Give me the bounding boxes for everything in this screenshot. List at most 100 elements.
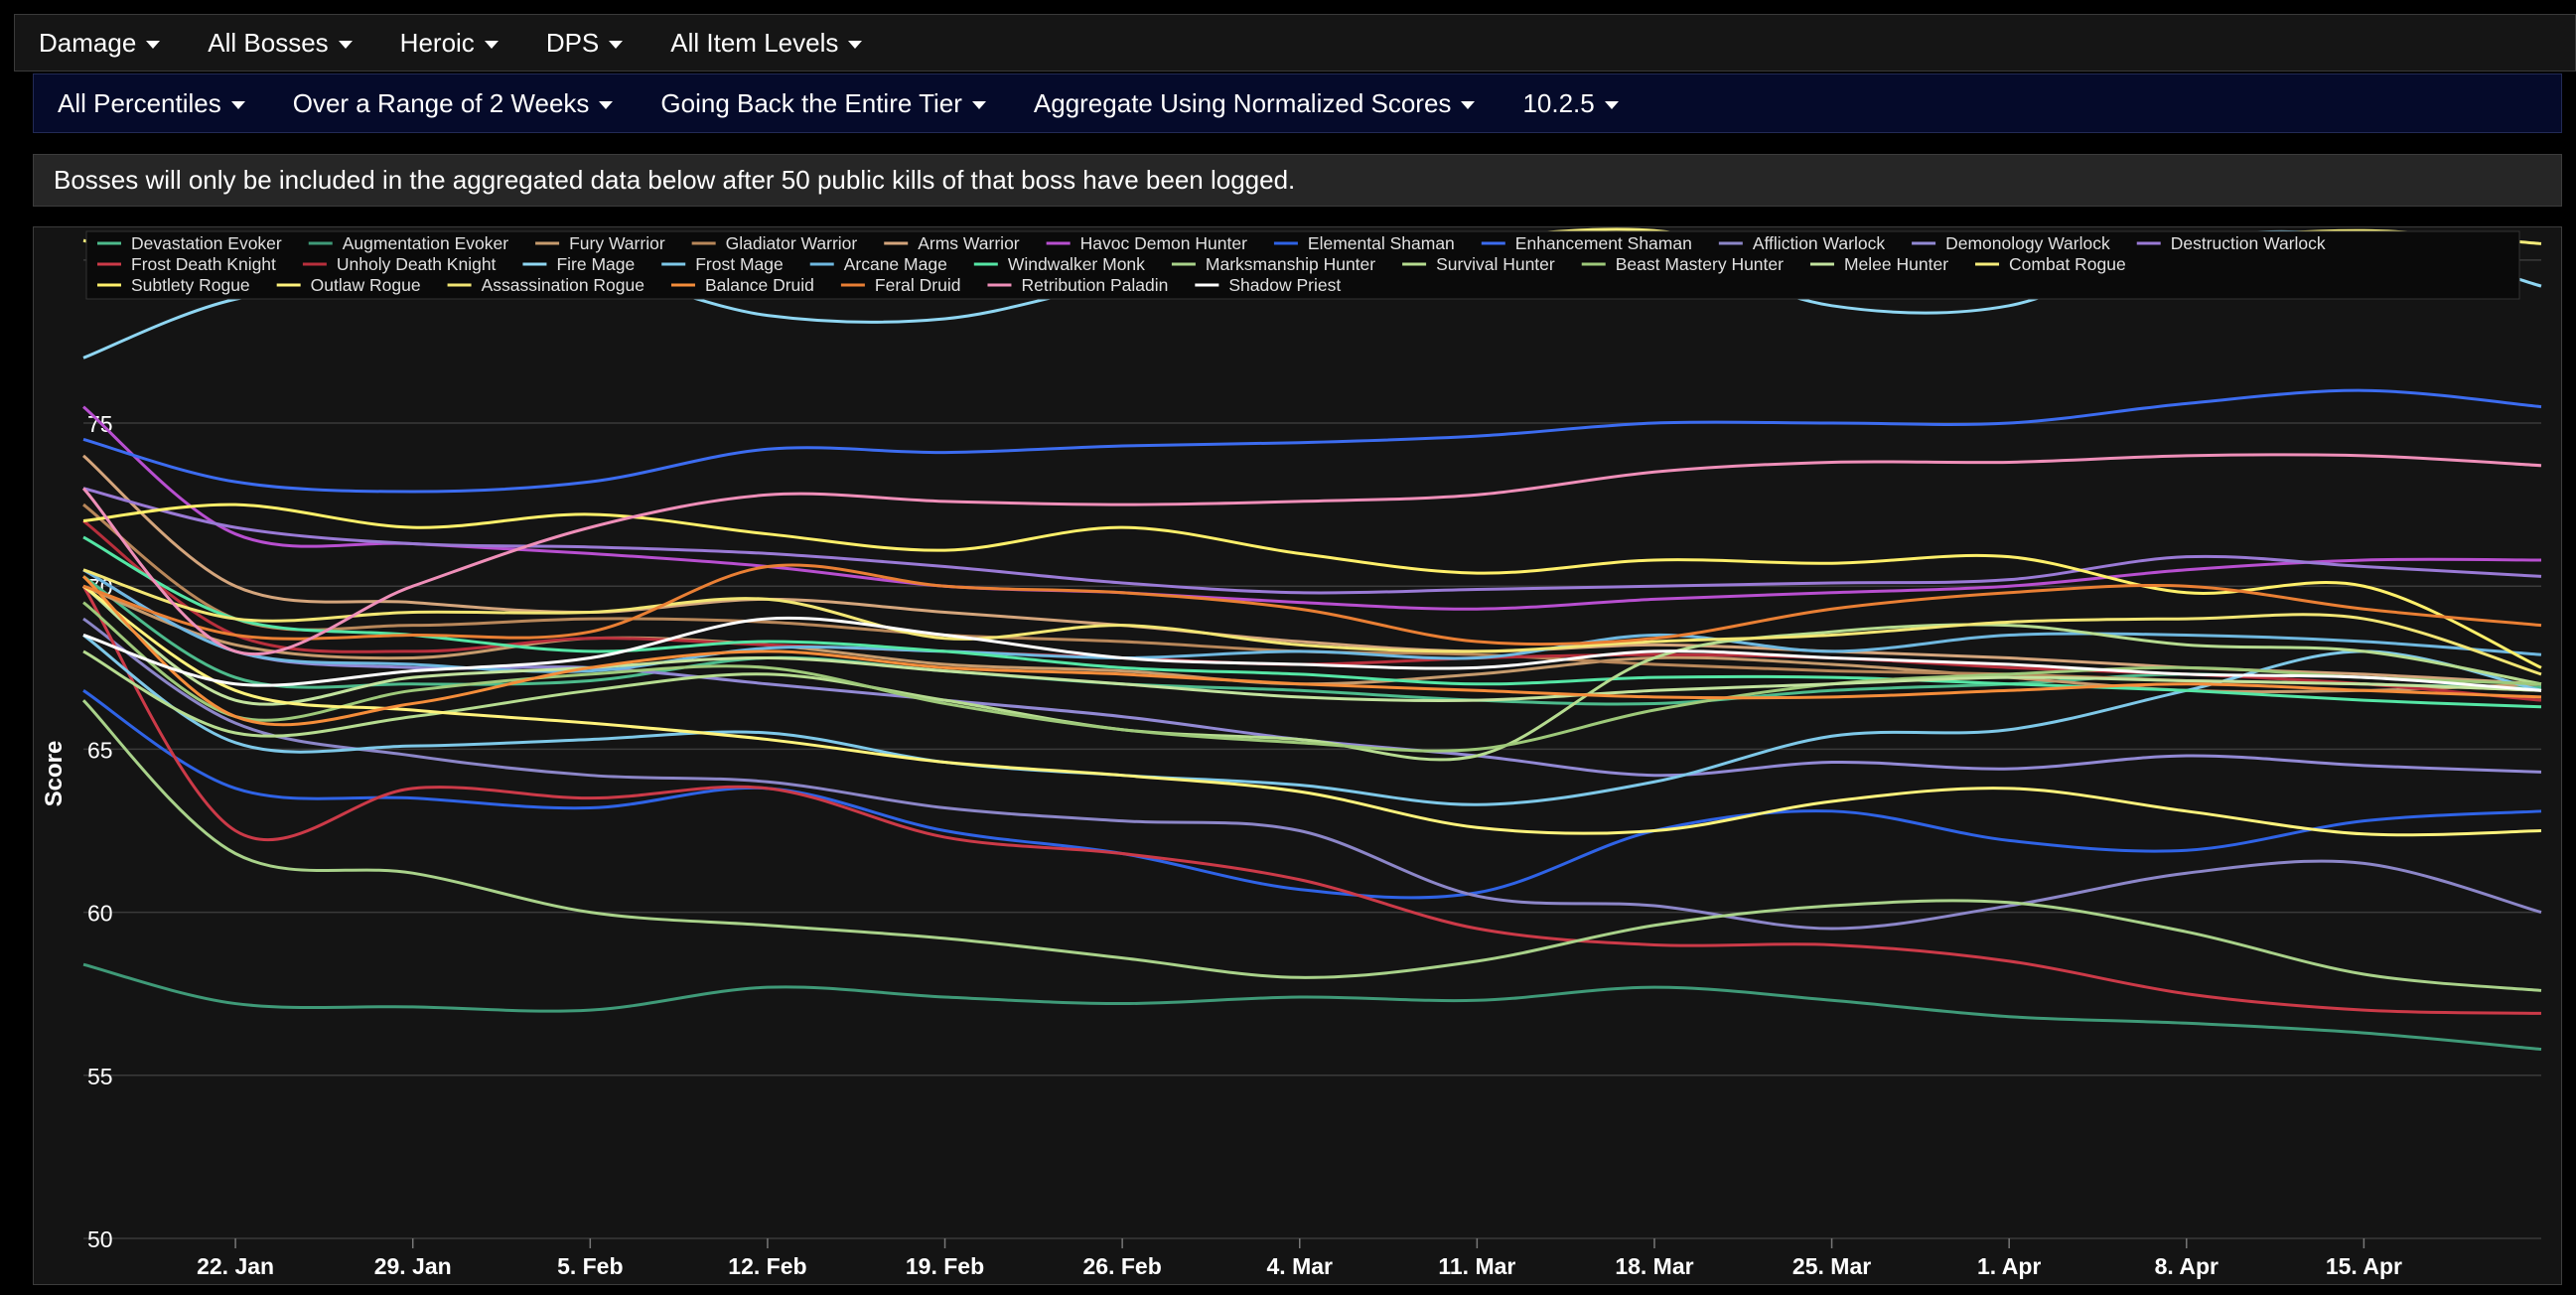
series-line[interactable] [82, 634, 2542, 806]
chevron-down-icon [1461, 100, 1476, 109]
x-tick-label: 8. Apr [2155, 1253, 2218, 1279]
series-line[interactable] [82, 563, 2542, 647]
y-tick-label: 60 [87, 901, 113, 927]
series-line[interactable] [82, 584, 2542, 837]
series-line[interactable] [82, 487, 2542, 595]
legend-item[interactable]: Gladiator Warrior [691, 233, 858, 253]
series-line[interactable] [82, 568, 2542, 676]
legend-label: Augmentation Evoker [343, 233, 508, 253]
legend-label: Fire Mage [556, 254, 635, 274]
series-line[interactable] [82, 535, 2542, 709]
legend-item[interactable]: Shadow Priest [1195, 275, 1341, 295]
y-tick-label: 55 [87, 1064, 113, 1089]
legend-item[interactable]: Melee Hunter [1809, 254, 1948, 274]
series-line[interactable] [82, 962, 2542, 1052]
series-lines [81, 227, 2542, 1052]
legend-label: Destruction Warlock [2171, 233, 2326, 253]
legend-item[interactable]: Survival Hunter [1402, 254, 1555, 274]
legend-item[interactable]: Subtlety Rogue [97, 275, 250, 295]
boss-dropdown[interactable]: All Bosses [208, 27, 353, 59]
legend-item[interactable]: Feral Druid [840, 275, 961, 295]
legend-label: Unholy Death Knight [337, 254, 497, 274]
series-line[interactable] [81, 453, 2542, 656]
aggregate-dropdown[interactable]: Aggregate Using Normalized Scores [1034, 88, 1476, 119]
legend-label: Subtlety Rogue [131, 275, 250, 295]
range-dropdown[interactable]: Over a Range of 2 Weeks [293, 88, 614, 119]
legend-item[interactable]: Devastation Evoker [97, 233, 282, 253]
legend-label: Melee Hunter [1844, 254, 1948, 274]
legend-item[interactable]: Elemental Shaman [1273, 233, 1455, 253]
role-dropdown-label: DPS [545, 27, 600, 58]
patch-dropdown[interactable]: 10.2.5 [1522, 88, 1619, 119]
legend-item[interactable]: Assassination Rogue [447, 275, 644, 295]
primary-filter-bar: Damage All Bosses Heroic DPS All Item Le… [14, 14, 2576, 72]
legend-item[interactable]: Enhancement Shaman [1481, 233, 1692, 253]
x-tick-label: 4. Mar [1267, 1253, 1334, 1279]
series-line[interactable] [82, 689, 2542, 900]
percentile-dropdown-label: All Percentiles [58, 87, 221, 118]
series-line[interactable] [82, 616, 2542, 692]
legend-item[interactable]: Arcane Mage [809, 254, 947, 274]
x-tick-label: 5. Feb [557, 1253, 623, 1279]
legend-item[interactable]: Havoc Demon Hunter [1046, 233, 1247, 253]
legend-item[interactable]: Affliction Warlock [1718, 233, 1885, 253]
legend-item[interactable]: Demonology Warlock [1912, 233, 2110, 253]
metric-dropdown[interactable]: Damage [39, 27, 161, 59]
legend-label: Frost Death Knight [131, 254, 276, 274]
legend-item[interactable]: Outlaw Rogue [276, 275, 421, 295]
history-dropdown-label: Going Back the Entire Tier [660, 87, 962, 118]
range-dropdown-label: Over a Range of 2 Weeks [292, 87, 590, 118]
legend-item[interactable]: Balance Druid [670, 275, 814, 295]
legend-item[interactable]: Destruction Warlock [2136, 233, 2326, 253]
difficulty-dropdown[interactable]: Heroic [400, 28, 499, 59]
series-line[interactable] [82, 454, 2542, 686]
series-line[interactable] [82, 617, 2542, 931]
legend-item[interactable]: Arms Warrior [884, 233, 1020, 253]
history-dropdown[interactable]: Going Back the Entire Tier [660, 87, 986, 119]
x-tick-label: 1. Apr [1977, 1253, 2041, 1279]
series-line[interactable] [82, 405, 2542, 611]
series-line[interactable] [82, 601, 2542, 753]
legend-item[interactable]: Retribution Paladin [987, 275, 1168, 295]
x-tick-label: 22. Jan [197, 1253, 274, 1279]
legend-item[interactable]: Beast Mastery Hunter [1581, 254, 1784, 274]
role-dropdown[interactable]: DPS [545, 27, 624, 59]
boss-dropdown-label: All Bosses [208, 27, 329, 58]
x-tick-label: 26. Feb [1083, 1253, 1162, 1279]
x-tick-label: 25. Mar [1792, 1253, 1871, 1279]
metric-dropdown-label: Damage [39, 27, 137, 58]
legend-item[interactable]: Augmentation Evoker [308, 233, 508, 253]
series-line[interactable] [81, 699, 2542, 992]
secondary-filter-bar: All Percentiles Over a Range of 2 Weeks … [33, 73, 2562, 133]
y-axis-ticks: 50556065707580 [87, 248, 113, 1252]
legend-label: Marksmanship Hunter [1206, 254, 1375, 274]
series-line[interactable] [81, 585, 2542, 1015]
legend-item[interactable]: Windwalker Monk [973, 254, 1145, 274]
series-line[interactable] [81, 575, 2542, 727]
series-line[interactable] [82, 585, 2542, 706]
legend-item[interactable]: Frost Death Knight [97, 254, 276, 274]
chevron-down-icon [599, 100, 614, 109]
chevron-down-icon [848, 40, 863, 49]
legend-item[interactable]: Marksmanship Hunter [1171, 254, 1375, 274]
item-level-dropdown[interactable]: All Item Levels [670, 27, 863, 59]
legend-background [85, 230, 2520, 300]
aggregate-dropdown-label: Aggregate Using Normalized Scores [1033, 87, 1452, 118]
legend-label: Fury Warrior [569, 233, 665, 253]
legend-item[interactable]: Fire Mage [522, 254, 635, 274]
legend-item[interactable]: Frost Mage [661, 254, 784, 274]
series-line[interactable] [82, 503, 2542, 692]
grid-lines [83, 259, 2541, 1239]
x-tick-label: 12. Feb [728, 1253, 806, 1279]
x-tick-label: 15. Apr [2326, 1253, 2402, 1279]
series-line[interactable] [82, 388, 2542, 494]
legend-item[interactable]: Unholy Death Knight [302, 254, 497, 274]
item-level-dropdown-label: All Item Levels [670, 27, 839, 58]
y-tick-label: 65 [87, 737, 113, 763]
legend-item[interactable]: Fury Warrior [535, 233, 665, 253]
percentile-dropdown[interactable]: All Percentiles [58, 88, 245, 119]
legend-label: Elemental Shaman [1308, 233, 1455, 253]
legend-item[interactable]: Combat Rogue [1975, 254, 2126, 274]
series-line[interactable] [82, 623, 2542, 762]
